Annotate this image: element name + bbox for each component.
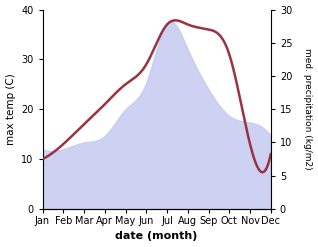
X-axis label: date (month): date (month) <box>115 231 198 242</box>
Y-axis label: med. precipitation (kg/m2): med. precipitation (kg/m2) <box>303 48 313 170</box>
Y-axis label: max temp (C): max temp (C) <box>5 73 16 145</box>
